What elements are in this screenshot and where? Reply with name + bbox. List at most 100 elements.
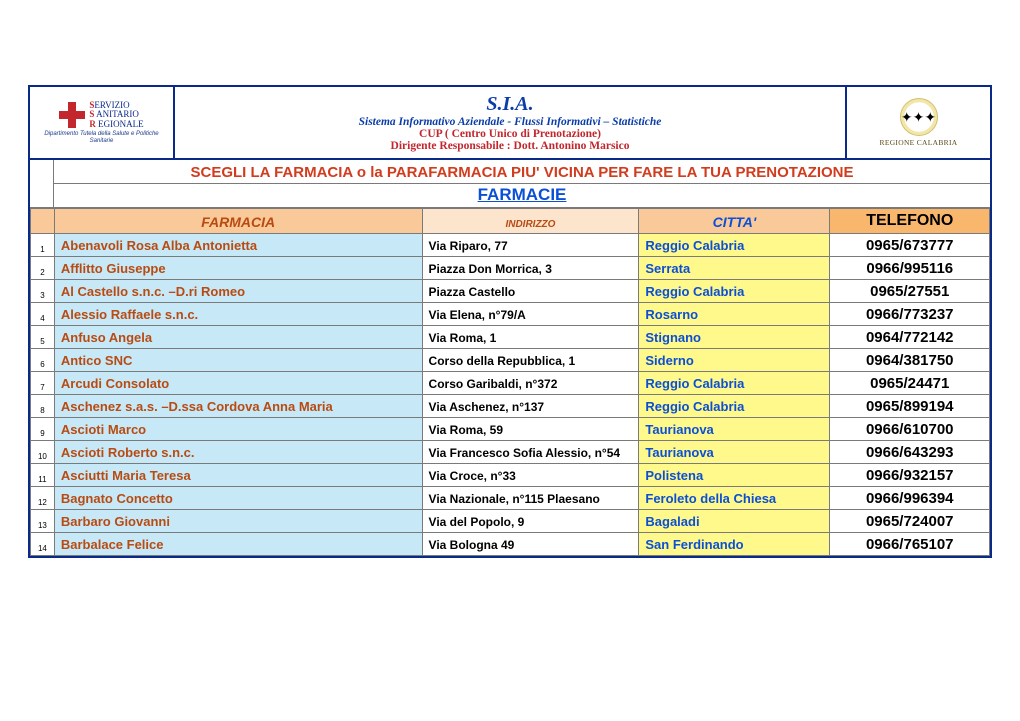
cell-farmacia: Al Castello s.n.c. –D.ri Romeo [54, 280, 422, 303]
cell-farmacia: Anfuso Angela [54, 326, 422, 349]
pharmacy-table: FARMACIA INDIRIZZO CITTA' TELEFONO 1Aben… [30, 208, 990, 556]
region-caption: REGIONE CALABRIA [880, 138, 958, 147]
sia-title: S.I.A. [183, 93, 837, 116]
cell-citta: Reggio Calabria [639, 372, 830, 395]
sia-line2: CUP ( Centro Unico di Prenotazione) [183, 128, 837, 140]
row-index: 2 [31, 257, 55, 280]
table-row: 3Al Castello s.n.c. –D.ri RomeoPiazza Ca… [31, 280, 990, 303]
region-calabria-icon: ✦✦✦ [900, 98, 938, 136]
table-row: 11Asciutti Maria TeresaVia Croce, n°33Po… [31, 464, 990, 487]
cell-telefono: 0966/995116 [830, 257, 990, 280]
cell-indirizzo: Via Bologna 49 [422, 533, 639, 556]
section-heading: FARMACIE [478, 184, 567, 207]
cell-farmacia: Ascioti Roberto s.n.c. [54, 441, 422, 464]
cell-citta: Rosarno [639, 303, 830, 326]
cell-indirizzo: Via Nazionale, n°115 Plaesano [422, 487, 639, 510]
cell-farmacia: Afflitto Giuseppe [54, 257, 422, 280]
cell-telefono: 0966/996394 [830, 487, 990, 510]
cell-indirizzo: Via Riparo, 77 [422, 234, 639, 257]
cell-indirizzo: Piazza Castello [422, 280, 639, 303]
cell-telefono: 0966/610700 [830, 418, 990, 441]
row-index: 11 [31, 464, 55, 487]
table-row: 12Bagnato ConcettoVia Nazionale, n°115 P… [31, 487, 990, 510]
cell-farmacia: Arcudi Consolato [54, 372, 422, 395]
cell-citta: Reggio Calabria [639, 234, 830, 257]
cell-indirizzo: Corso Garibaldi, n°372 [422, 372, 639, 395]
cell-indirizzo: Via Aschenez, n°137 [422, 395, 639, 418]
cell-citta: Polistena [639, 464, 830, 487]
cell-farmacia: Bagnato Concetto [54, 487, 422, 510]
cell-citta: Stignano [639, 326, 830, 349]
cell-telefono: 0965/899194 [830, 395, 990, 418]
cell-citta: Serrata [639, 257, 830, 280]
cell-farmacia: Antico SNC [54, 349, 422, 372]
table-header-row: FARMACIA INDIRIZZO CITTA' TELEFONO [31, 209, 990, 234]
table-row: 7Arcudi ConsolatoCorso Garibaldi, n°372R… [31, 372, 990, 395]
cell-farmacia: Ascioti Marco [54, 418, 422, 441]
cell-telefono: 0965/724007 [830, 510, 990, 533]
document-frame: SERVIZIO S ANITARIO R EGIONALE Dipartime… [28, 85, 992, 558]
cell-indirizzo: Via Roma, 59 [422, 418, 639, 441]
cell-telefono: 0964/772142 [830, 326, 990, 349]
cell-telefono: 0965/24471 [830, 372, 990, 395]
table-row: 8Aschenez s.a.s. –D.ssa Cordova Anna Mar… [31, 395, 990, 418]
table-row: 5Anfuso AngelaVia Roma, 1Stignano0964/77… [31, 326, 990, 349]
title-row-main: SCEGLI LA FARMACIA o la PARAFARMACIA PIU… [30, 160, 990, 184]
cell-citta: San Ferdinando [639, 533, 830, 556]
cell-telefono: 0966/932157 [830, 464, 990, 487]
table-row: 4Alessio Raffaele s.n.c.Via Elena, n°79/… [31, 303, 990, 326]
cell-indirizzo: Piazza Don Morrica, 3 [422, 257, 639, 280]
cell-citta: Bagaladi [639, 510, 830, 533]
col-header-index [31, 209, 55, 234]
cell-citta: Taurianova [639, 441, 830, 464]
cell-farmacia: Aschenez s.a.s. –D.ssa Cordova Anna Mari… [54, 395, 422, 418]
cell-telefono: 0966/765107 [830, 533, 990, 556]
table-row: 10Ascioti Roberto s.n.c.Via Francesco So… [31, 441, 990, 464]
cell-indirizzo: Via Roma, 1 [422, 326, 639, 349]
table-row: 9Ascioti MarcoVia Roma, 59Taurianova0966… [31, 418, 990, 441]
col-header-farmacia: FARMACIA [54, 209, 422, 234]
ssr-acronym: SERVIZIO S ANITARIO R EGIONALE [89, 101, 143, 129]
header-row: SERVIZIO S ANITARIO R EGIONALE Dipartime… [30, 87, 990, 160]
table-row: 14Barbalace FeliceVia Bologna 49San Ferd… [31, 533, 990, 556]
cell-telefono: 0965/27551 [830, 280, 990, 303]
cell-indirizzo: Via Francesco Sofia Alessio, n°54 [422, 441, 639, 464]
table-row: 2Afflitto GiuseppePiazza Don Morrica, 3S… [31, 257, 990, 280]
cell-farmacia: Barbalace Felice [54, 533, 422, 556]
table-row: 6Antico SNCCorso della Repubblica, 1Side… [31, 349, 990, 372]
table-body: 1Abenavoli Rosa Alba AntoniettaVia Ripar… [31, 234, 990, 556]
table-row: 1Abenavoli Rosa Alba AntoniettaVia Ripar… [31, 234, 990, 257]
cell-farmacia: Asciutti Maria Teresa [54, 464, 422, 487]
cell-farmacia: Barbaro Giovanni [54, 510, 422, 533]
col-header-citta: CITTA' [639, 209, 830, 234]
left-caption: Dipartimento Tutela della Salute e Polit… [32, 131, 171, 144]
cell-citta: Siderno [639, 349, 830, 372]
cell-citta: Reggio Calabria [639, 280, 830, 303]
cell-indirizzo: Corso della Repubblica, 1 [422, 349, 639, 372]
main-heading: SCEGLI LA FARMACIA o la PARAFARMACIA PIU… [54, 160, 990, 183]
cell-indirizzo: Via Elena, n°79/A [422, 303, 639, 326]
cell-citta: Taurianova [639, 418, 830, 441]
row-index: 3 [31, 280, 55, 303]
header-center: S.I.A. Sistema Informativo Aziendale - F… [175, 87, 845, 158]
cell-farmacia: Abenavoli Rosa Alba Antonietta [54, 234, 422, 257]
table-row: 13Barbaro GiovanniVia del Popolo, 9Bagal… [31, 510, 990, 533]
row-index: 13 [31, 510, 55, 533]
header-right-logo: ✦✦✦ REGIONE CALABRIA [845, 87, 990, 158]
cell-farmacia: Alessio Raffaele s.n.c. [54, 303, 422, 326]
row-index: 5 [31, 326, 55, 349]
row-index: 8 [31, 395, 55, 418]
row-index: 4 [31, 303, 55, 326]
row-index: 1 [31, 234, 55, 257]
header-left-logo: SERVIZIO S ANITARIO R EGIONALE Dipartime… [30, 87, 175, 158]
sia-line3: Dirigente Responsabile : Dott. Antonino … [183, 140, 837, 152]
row-index: 12 [31, 487, 55, 510]
row-index: 14 [31, 533, 55, 556]
cell-indirizzo: Via Croce, n°33 [422, 464, 639, 487]
cell-telefono: 0965/673777 [830, 234, 990, 257]
sia-line1: Sistema Informativo Aziendale - Flussi I… [183, 116, 837, 128]
cell-indirizzo: Via del Popolo, 9 [422, 510, 639, 533]
col-header-telefono: TELEFONO [830, 209, 990, 234]
red-cross-icon [59, 102, 85, 128]
cell-telefono: 0966/773237 [830, 303, 990, 326]
